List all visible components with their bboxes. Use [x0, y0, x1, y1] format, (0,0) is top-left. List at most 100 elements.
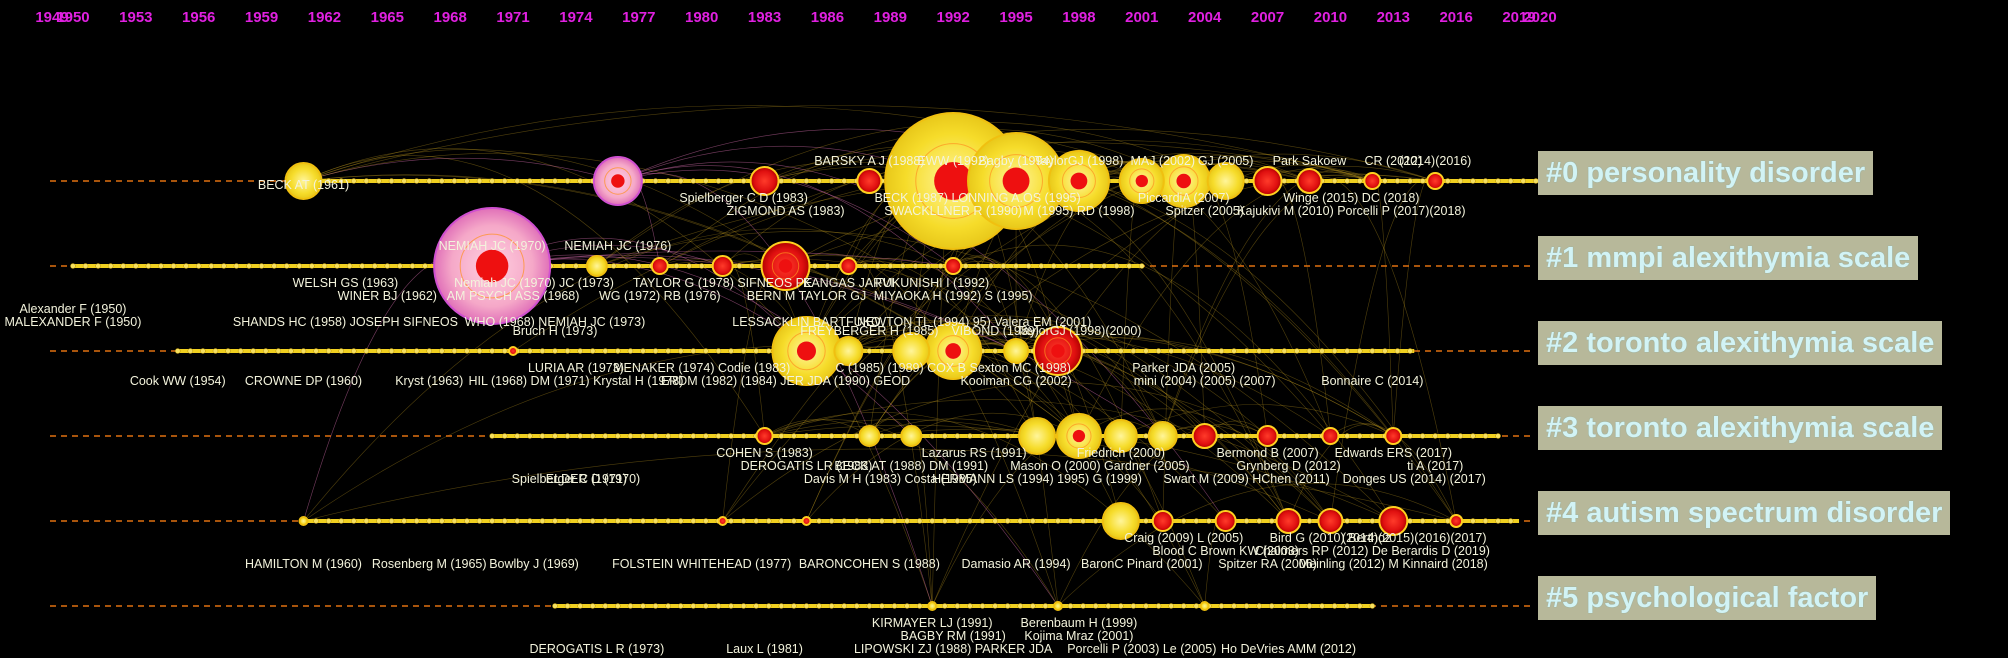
reference-node[interactable]: [1199, 601, 1210, 611]
reference-node[interactable]: [1252, 166, 1283, 196]
reference-node[interactable]: [508, 346, 519, 356]
reference-node[interactable]: [858, 425, 881, 447]
cluster-label-2[interactable]: #2 toronto alexithymia scale: [1538, 321, 1943, 365]
reference-node-circle[interactable]: [856, 168, 883, 194]
reference-node[interactable]: [927, 601, 938, 611]
reference-node[interactable]: [585, 255, 608, 277]
reference-node[interactable]: [1003, 338, 1030, 364]
reference-node-circle[interactable]: [1191, 423, 1218, 449]
reference-node-circle[interactable]: [839, 257, 858, 275]
timeline-point: [854, 518, 860, 524]
reference-node[interactable]: [1363, 172, 1382, 190]
reference-node-circle[interactable]: [833, 336, 864, 366]
reference-node-circle[interactable]: [755, 427, 774, 445]
reference-node[interactable]: [900, 425, 923, 447]
reference-node[interactable]: [1191, 423, 1218, 449]
reference-node[interactable]: [1378, 506, 1409, 536]
reference-node-circle[interactable]: [858, 425, 881, 447]
reference-node[interactable]: [755, 427, 774, 445]
cluster-label-0[interactable]: #0 personality disorder: [1538, 151, 1874, 195]
reference-node[interactable]: [433, 207, 552, 325]
reference-node-circle[interactable]: [585, 255, 608, 277]
reference-node[interactable]: [801, 516, 812, 526]
reference-node-circle[interactable]: [1147, 421, 1178, 451]
reference-node[interactable]: [1449, 514, 1464, 528]
reference-node[interactable]: [1055, 413, 1102, 459]
reference-node-circle[interactable]: [1101, 502, 1140, 540]
reference-node-circle[interactable]: [944, 257, 963, 275]
cluster-label-1[interactable]: #1 mmpi alexithymia scale: [1538, 236, 1919, 280]
reference-node-circle[interactable]: [650, 257, 669, 275]
reference-node-ring: [1168, 166, 1199, 196]
reference-node[interactable]: [1147, 421, 1178, 451]
reference-node-circle[interactable]: [508, 346, 519, 356]
reference-node-circle[interactable]: [1103, 419, 1138, 453]
reference-node[interactable]: [892, 332, 931, 370]
reference-node[interactable]: [1101, 502, 1140, 540]
timeline-point: [413, 518, 420, 524]
reference-node[interactable]: [1426, 172, 1445, 190]
reference-node[interactable]: [1296, 168, 1323, 194]
reference-node[interactable]: [650, 257, 669, 275]
reference-node-circle[interactable]: [900, 425, 923, 447]
reference-node-circle[interactable]: [1151, 510, 1174, 532]
reference-node[interactable]: [749, 166, 780, 196]
reference-node-circle[interactable]: [1214, 510, 1237, 532]
reference-node-circle[interactable]: [711, 255, 734, 277]
reference-label: FREYBERGER H (1985): [800, 324, 938, 338]
reference-node[interactable]: [1018, 417, 1057, 455]
cluster-label-4[interactable]: #4 autism spectrum disorder: [1538, 491, 1951, 535]
reference-node[interactable]: [1275, 508, 1302, 534]
timeline-point: [1126, 263, 1132, 269]
reference-node-circle[interactable]: [1252, 166, 1283, 196]
reference-node[interactable]: [856, 168, 883, 194]
reference-node-circle[interactable]: [1317, 508, 1344, 534]
reference-node-circle[interactable]: [1003, 338, 1030, 364]
reference-node[interactable]: [1047, 150, 1110, 212]
reference-node-circle[interactable]: [1206, 162, 1245, 200]
reference-node-circle[interactable]: [1378, 506, 1409, 536]
reference-node[interactable]: [717, 516, 728, 526]
reference-node-circle[interactable]: [284, 162, 323, 200]
reference-node[interactable]: [284, 162, 323, 200]
timeline-point: [451, 518, 458, 524]
reference-node-circle[interactable]: [749, 166, 780, 196]
cluster-label-5[interactable]: #5 psychological factor: [1538, 576, 1877, 620]
reference-node-circle[interactable]: [717, 516, 728, 526]
reference-node-circle[interactable]: [892, 332, 931, 370]
reference-node[interactable]: [592, 156, 643, 206]
reference-node[interactable]: [1052, 601, 1063, 611]
reference-node[interactable]: [1032, 326, 1083, 376]
reference-node-circle[interactable]: [801, 516, 812, 526]
reference-node[interactable]: [1256, 425, 1279, 447]
reference-node-circle[interactable]: [927, 601, 938, 611]
reference-node[interactable]: [711, 255, 734, 277]
reference-node-circle[interactable]: [1256, 425, 1279, 447]
reference-node[interactable]: [1118, 158, 1165, 204]
reference-node[interactable]: [839, 257, 858, 275]
reference-node[interactable]: [1317, 508, 1344, 534]
reference-node-circle[interactable]: [1321, 427, 1340, 445]
reference-node-circle[interactable]: [1018, 417, 1057, 455]
cluster-label-3[interactable]: #3 toronto alexithymia scale: [1538, 406, 1943, 450]
reference-node-circle[interactable]: [1426, 172, 1445, 190]
reference-node[interactable]: [1206, 162, 1245, 200]
timeline-point: [891, 603, 898, 609]
reference-node-circle[interactable]: [1296, 168, 1323, 194]
reference-node[interactable]: [298, 516, 309, 526]
reference-node-circle[interactable]: [1449, 514, 1464, 528]
reference-node[interactable]: [1151, 510, 1174, 532]
reference-node-circle[interactable]: [1052, 601, 1063, 611]
reference-node-circle[interactable]: [1275, 508, 1302, 534]
reference-node-circle[interactable]: [298, 516, 309, 526]
reference-node[interactable]: [944, 257, 963, 275]
reference-node[interactable]: [760, 241, 811, 291]
reference-node-circle[interactable]: [1363, 172, 1382, 190]
reference-node[interactable]: [1321, 427, 1340, 445]
reference-node-circle[interactable]: [1384, 427, 1403, 445]
reference-node-circle[interactable]: [1199, 601, 1210, 611]
reference-node[interactable]: [1214, 510, 1237, 532]
reference-node[interactable]: [833, 336, 864, 366]
reference-node[interactable]: [1384, 427, 1403, 445]
reference-node[interactable]: [1103, 419, 1138, 453]
